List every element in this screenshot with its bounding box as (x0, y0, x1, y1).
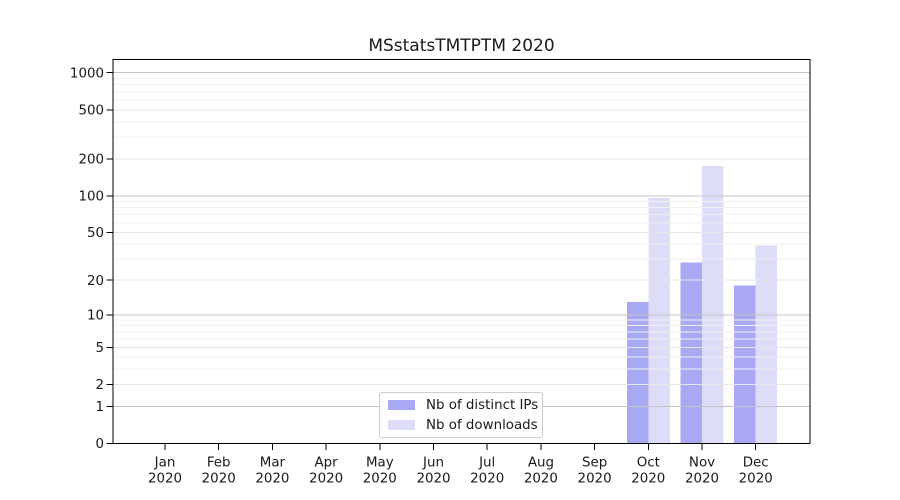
y-tick-label: 10 (87, 308, 104, 323)
plot-border (112, 59, 811, 444)
y-tick-label: 0 (95, 437, 104, 452)
bar-distinct-ips-nov-2020 (680, 262, 702, 444)
bar-distinct-ips-dec-2020 (734, 285, 756, 444)
x-tick-label: Mar 2020 (255, 456, 289, 487)
x-tick-label: Jul 2020 (470, 456, 504, 487)
x-tick-label: Oct 2020 (631, 456, 665, 487)
x-tick-label: Apr 2020 (309, 456, 343, 487)
bar-downloads-nov-2020 (702, 165, 724, 444)
y-tick-label: 200 (78, 153, 104, 168)
y-tick-label: 500 (78, 104, 104, 119)
legend-row-downloads: Nb of downloads (388, 415, 542, 435)
legend-swatch-downloads (388, 420, 415, 430)
x-tick-label: Jun 2020 (416, 456, 450, 487)
legend-row-distinct-ips: Nb of distinct IPs (388, 395, 542, 415)
y-tick-label: 50 (87, 226, 104, 241)
bar-distinct-ips-oct-2020 (626, 301, 649, 444)
bar-downloads-dec-2020 (755, 245, 778, 444)
y-tick-label: 100 (78, 189, 104, 204)
chart-title: MSstatsTMTPTM 2020 (368, 36, 555, 56)
x-tick-label: Aug 2020 (524, 456, 558, 487)
legend-label-downloads: Nb of downloads (426, 417, 538, 433)
legend-swatch-distinct-ips (388, 400, 415, 410)
y-tick-label: 5 (95, 341, 104, 356)
y-tick-label: 1 (95, 400, 104, 415)
legend: Nb of distinct IPs Nb of downloads (379, 392, 543, 438)
x-tick-label: May 2020 (363, 456, 397, 487)
x-tick-label: Sep 2020 (578, 456, 612, 487)
x-tick-label: Feb 2020 (202, 456, 236, 487)
x-tick-label: Dec 2020 (739, 456, 773, 487)
legend-label-distinct-ips: Nb of distinct IPs (426, 397, 539, 413)
y-tick-label: 2 (95, 378, 104, 393)
x-tick-label: Nov 2020 (685, 456, 719, 487)
x-tick-label: Jan 2020 (148, 456, 182, 487)
y-tick-label: 20 (87, 274, 104, 289)
y-tick-label: 1000 (70, 66, 104, 81)
